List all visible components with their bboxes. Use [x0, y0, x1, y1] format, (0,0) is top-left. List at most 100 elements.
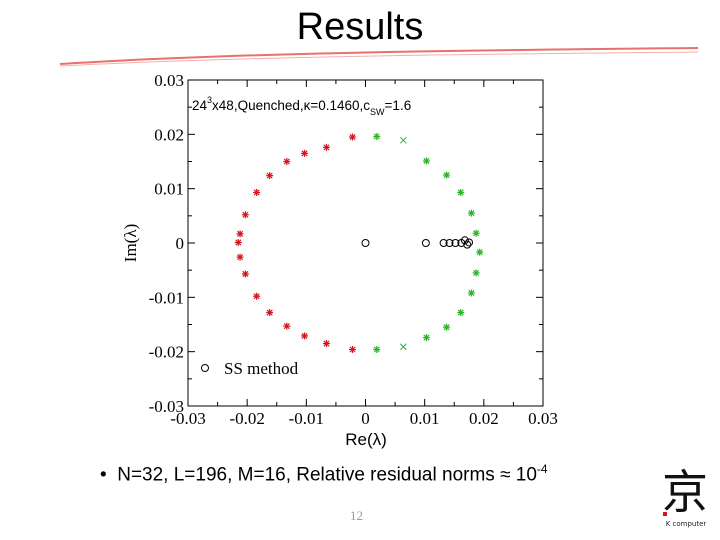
eigenvalue-red-star-marker [283, 322, 291, 330]
y-tick-label: 0 [176, 234, 185, 253]
eigenvalue-red-star-marker [234, 238, 242, 246]
x-axis-label: Re(λ) [345, 430, 387, 449]
eigenvalue-circle-marker [445, 239, 454, 247]
legend-label: SS method [224, 359, 299, 378]
eigenvalue-red-star-marker [322, 340, 330, 348]
summary-exponent: -4 [536, 462, 548, 476]
summary-text: N=32, L=196, M=16, Relative residual nor… [117, 464, 537, 486]
eigenvalue-green-star-marker [373, 133, 381, 141]
star-marker-stroke [301, 332, 308, 339]
star-marker-stroke [266, 172, 273, 179]
y-tick-label: 0.03 [154, 71, 184, 90]
eigenvalue-red-star-marker [266, 172, 274, 180]
eigenvalue-red-star-marker [348, 133, 356, 141]
eigenvalue-green-star-marker [467, 289, 475, 297]
star-marker-stroke [323, 340, 330, 347]
eigenvalue-green-star-marker [422, 157, 430, 165]
y-tick-label: 0.02 [154, 125, 184, 144]
run-parameters-annotation: 243x48,Quenched,κ=0.1460,cSW=1.6 [192, 95, 411, 117]
star-marker-stroke [349, 346, 356, 353]
annotation-prefix: 24 [192, 98, 208, 113]
star-marker-stroke [253, 189, 260, 196]
x-tick-label: -0.03 [170, 409, 205, 428]
eigenvalue-green-star-marker [472, 269, 480, 277]
eigenvalue-red-star-marker [283, 158, 291, 165]
eigenvalue-red-star-marker [301, 332, 309, 340]
eigenvalue-circle-marker [361, 239, 370, 247]
eigenvalue-green-star-marker [472, 229, 480, 237]
logo-glyph: 京 [662, 465, 708, 519]
x-marker-stroke [400, 136, 407, 144]
legend-circle-marker [201, 364, 209, 372]
star-marker-stroke [323, 144, 330, 151]
star-marker-stroke [237, 230, 244, 237]
eigenvalue-green-star-marker [457, 188, 465, 196]
x-tick-labels: -0.03 -0.02 -0.01 0 0.01 0.02 0.03 [170, 409, 558, 428]
star-marker-stroke [457, 309, 464, 316]
star-marker-stroke [423, 157, 430, 165]
x-tick-label: -0.01 [289, 409, 324, 428]
eigenvalue-red-star-marker [348, 345, 356, 353]
star-marker-stroke [253, 293, 260, 300]
star-marker-stroke [468, 210, 475, 217]
star-marker-stroke [283, 323, 290, 330]
star-marker-stroke [242, 211, 249, 218]
eigenvalue-red-star-marker [266, 309, 274, 317]
star-marker-stroke [443, 172, 450, 179]
star-marker-stroke [476, 249, 483, 256]
eigenvalue-circle-marker [451, 239, 460, 247]
star-marker-stroke [373, 133, 380, 140]
x-tick-label: 0.02 [469, 409, 499, 428]
x-tick-label: -0.02 [229, 409, 264, 428]
x-tick-label: 0.03 [528, 409, 558, 428]
star-marker-stroke [242, 270, 249, 278]
eigenvalue-green-star-marker [476, 248, 484, 256]
eigenvalue-circle-marker [421, 239, 430, 247]
eigenvalue-circle-marker [460, 236, 469, 245]
star-marker-stroke [283, 158, 290, 165]
y-tick-label: -0.01 [149, 288, 184, 307]
bullet-glyph: • [100, 464, 107, 486]
eigenvalue-x-marker [400, 136, 407, 144]
annotation-suffix: =1.6 [385, 98, 412, 113]
slide-title: Results [296, 6, 424, 48]
star-marker-stroke [468, 289, 475, 297]
logo-caption: K computer [666, 520, 707, 528]
eigenvalue-green-star-marker [422, 334, 430, 342]
eigenvalue-circle-marker [439, 239, 448, 247]
annotation-sup: 3 [207, 95, 212, 105]
title-underline [59, 47, 699, 67]
eigenvalue-green-star-marker [467, 209, 475, 217]
star-marker-stroke [443, 324, 450, 331]
eigenvalue-red-star-marker [236, 230, 244, 238]
y-axis-label: Im(λ) [121, 224, 140, 262]
eigenvalue-green-star-marker [457, 309, 465, 317]
eigenvalue-scatter-chart: -0.03 -0.02 -0.01 0 0.01 0.02 0.03 -0.03-0.02-… [121, 71, 558, 449]
eigenvalue-red-star-marker [241, 211, 249, 219]
star-marker-stroke [423, 334, 430, 341]
eigenvalue-red-star-marker [301, 149, 309, 157]
y-tick-label: -0.02 [149, 343, 184, 362]
k-computer-logo: 京 K computer [662, 465, 708, 528]
star-marker-stroke [237, 254, 244, 261]
x-tick-label: 0.01 [410, 409, 440, 428]
page-number: 12 [350, 508, 363, 523]
eigenvalue-green-star-marker [443, 171, 451, 179]
y-tick-label: -0.03 [149, 397, 184, 416]
star-marker-stroke [235, 239, 242, 246]
x-tick-label: 0 [361, 409, 370, 428]
eigenvalue-green-star-marker [373, 345, 381, 353]
eigenvalue-red-star-marker [253, 292, 261, 300]
star-marker-stroke [373, 346, 380, 353]
x-marker-stroke [400, 343, 407, 351]
star-marker-stroke [266, 309, 273, 316]
annotation-sub: SW [370, 107, 385, 117]
y-tick-labels: -0.03 -0.02 -0.01 0 0.01 0.02 0.03 [149, 71, 184, 416]
data-points [234, 133, 484, 353]
star-marker-stroke [473, 230, 480, 237]
eigenvalue-green-star-marker [443, 323, 451, 331]
eigenvalue-red-star-marker [322, 143, 330, 151]
eigenvalue-red-star-marker [253, 188, 261, 196]
star-marker-stroke [301, 150, 308, 157]
star-marker-stroke [457, 189, 464, 196]
